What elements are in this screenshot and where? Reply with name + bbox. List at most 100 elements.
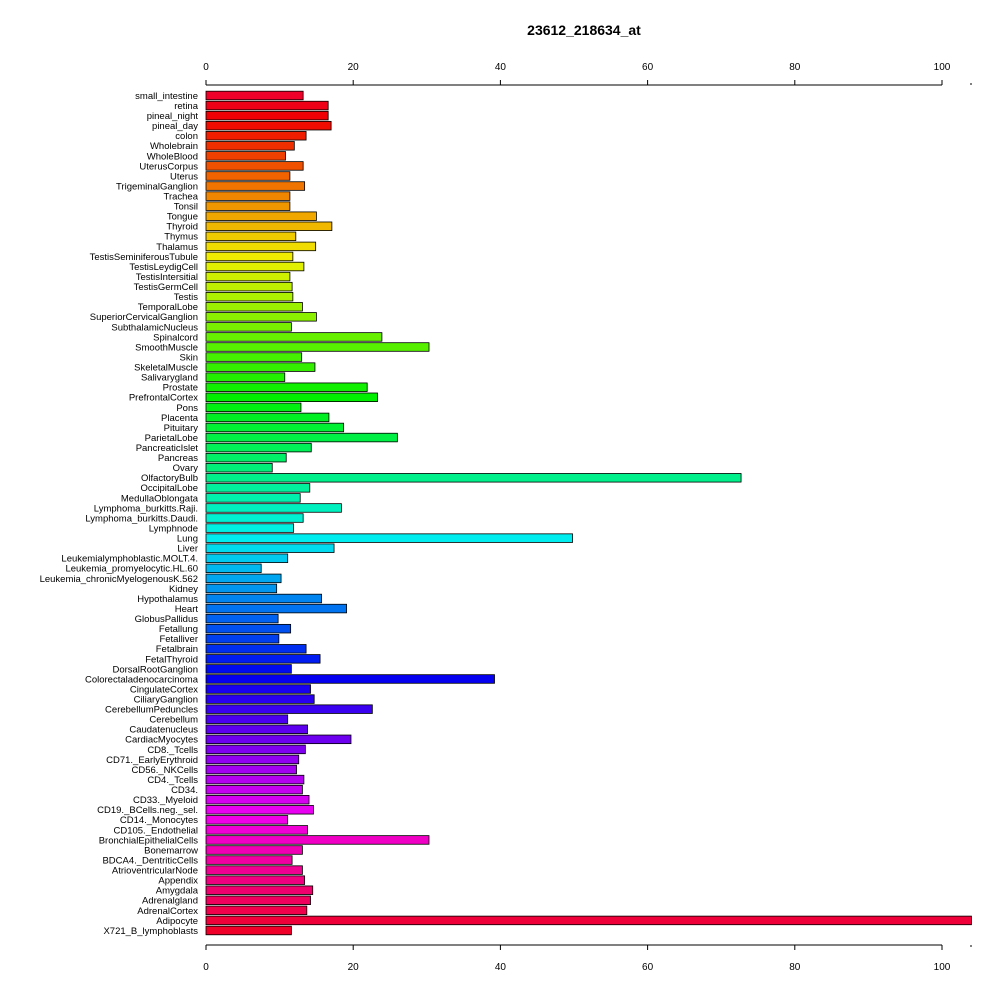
- category-label: CD4._Tcells: [147, 775, 198, 786]
- category-label: CD71._EarlyErythroid: [106, 755, 198, 766]
- category-label: Skin: [180, 352, 198, 363]
- bar: [205, 644, 307, 654]
- category-label: Bonemarrow: [144, 845, 198, 856]
- bar: [205, 784, 303, 795]
- bar: [205, 573, 282, 584]
- category-label: Lymphnode: [149, 523, 198, 534]
- bar: [205, 312, 317, 322]
- category-label: Cerebellum: [149, 715, 198, 726]
- bar: [205, 543, 335, 553]
- top-x-axis: 0 20 40 60 80 100: [203, 62, 972, 86]
- category-label: pineal_day: [152, 121, 198, 132]
- bar: [205, 684, 311, 694]
- bar: [205, 432, 398, 443]
- category-label: GlobusPallidus: [135, 614, 199, 625]
- bar: [205, 362, 316, 372]
- bar: [205, 161, 304, 171]
- tick-label: 60: [642, 962, 654, 973]
- bar: [205, 151, 286, 161]
- bar: [205, 90, 304, 101]
- category-label: Pons: [176, 403, 198, 414]
- bar: [205, 905, 308, 916]
- bar: [205, 583, 278, 594]
- category-label: Pancreas: [158, 453, 198, 464]
- category-label: Leukemia_promyelocytic.HL.60: [65, 564, 198, 575]
- tick-label: 20: [348, 62, 360, 73]
- bar: [205, 322, 292, 332]
- bar: [205, 623, 292, 634]
- category-label: TrigeminalGanglion: [116, 181, 198, 192]
- category-label: MedullaOblongata: [121, 493, 199, 504]
- tick-label: 40: [495, 62, 507, 73]
- bar: [205, 412, 330, 423]
- bar: [205, 845, 303, 855]
- bar: [205, 452, 287, 463]
- bar: [205, 925, 292, 936]
- bar: [205, 533, 573, 543]
- bars-group: [205, 90, 972, 936]
- category-labels-group: small_intestineretinapineal_nightpineal_…: [40, 91, 199, 937]
- category-label: SmoothMuscle: [135, 342, 198, 353]
- tick-label: 60: [642, 62, 654, 73]
- bar: [205, 402, 302, 413]
- category-label: CerebellumPeduncles: [105, 705, 198, 716]
- bar: [205, 654, 321, 664]
- category-label: TestisGermCell: [134, 282, 198, 293]
- category-label: ParietalLobe: [145, 433, 198, 444]
- category-label: CD105._Endothelial: [113, 825, 198, 836]
- category-label: BDCA4._DentriticCells: [102, 855, 198, 866]
- category-label: WholeBlood: [147, 151, 198, 162]
- category-label: small_intestine: [135, 91, 198, 102]
- bar: [205, 221, 333, 231]
- category-label: TemporalLobe: [138, 302, 198, 313]
- category-label: Appendix: [158, 876, 198, 887]
- category-label: OlfactoryBulb: [141, 473, 198, 484]
- bar: [205, 553, 289, 563]
- bar: [205, 201, 291, 211]
- bar: [205, 181, 306, 191]
- category-label: CD8._Tcells: [147, 745, 198, 756]
- bar: [205, 281, 293, 292]
- category-label: Prostate: [163, 383, 198, 394]
- bar: [205, 473, 742, 483]
- bar: [205, 714, 289, 724]
- bar: [205, 261, 305, 272]
- tick-label: 80: [789, 62, 801, 73]
- category-label: Thymus: [164, 232, 198, 243]
- category-label: PrefrontalCortex: [129, 393, 198, 404]
- bar: [205, 885, 314, 895]
- tick-label: 0: [203, 62, 209, 73]
- bar: [205, 352, 303, 362]
- bar: [205, 513, 304, 523]
- bar: [205, 694, 315, 704]
- bar: [205, 493, 301, 503]
- category-label: SkeletalMuscle: [134, 363, 198, 374]
- category-label: CD14._Monocytes: [120, 815, 198, 826]
- bar: [205, 422, 345, 433]
- category-label: pineal_night: [147, 111, 199, 122]
- bar: [205, 825, 308, 835]
- bar: [205, 131, 307, 141]
- bar: [205, 463, 273, 473]
- category-label: Fetalbrain: [156, 644, 198, 655]
- category-label: Thalamus: [156, 242, 198, 253]
- category-label: SuperiorCervicalGanglion: [90, 312, 198, 323]
- bar: [205, 503, 342, 513]
- category-label: Trachea: [164, 192, 199, 203]
- category-label: Amygdala: [156, 886, 199, 897]
- category-label: Adipocyte: [156, 916, 198, 927]
- bar: [205, 805, 314, 815]
- category-label: AtrioventricularNode: [112, 866, 198, 877]
- bar: [205, 251, 294, 262]
- bar: [205, 523, 294, 533]
- category-label: CD19._BCells.neg._sel.: [97, 805, 198, 816]
- category-label: UterusCorpus: [139, 161, 198, 172]
- bottom-x-axis: 0 20 40 60 80 100: [203, 944, 972, 973]
- bar: [205, 563, 262, 574]
- category-label: Uterus: [170, 171, 198, 182]
- bar: [205, 291, 294, 302]
- category-label: CardiacMyocytes: [125, 735, 198, 746]
- category-label: Heart: [175, 604, 199, 615]
- category-label: BronchialEpithelialCells: [99, 835, 199, 846]
